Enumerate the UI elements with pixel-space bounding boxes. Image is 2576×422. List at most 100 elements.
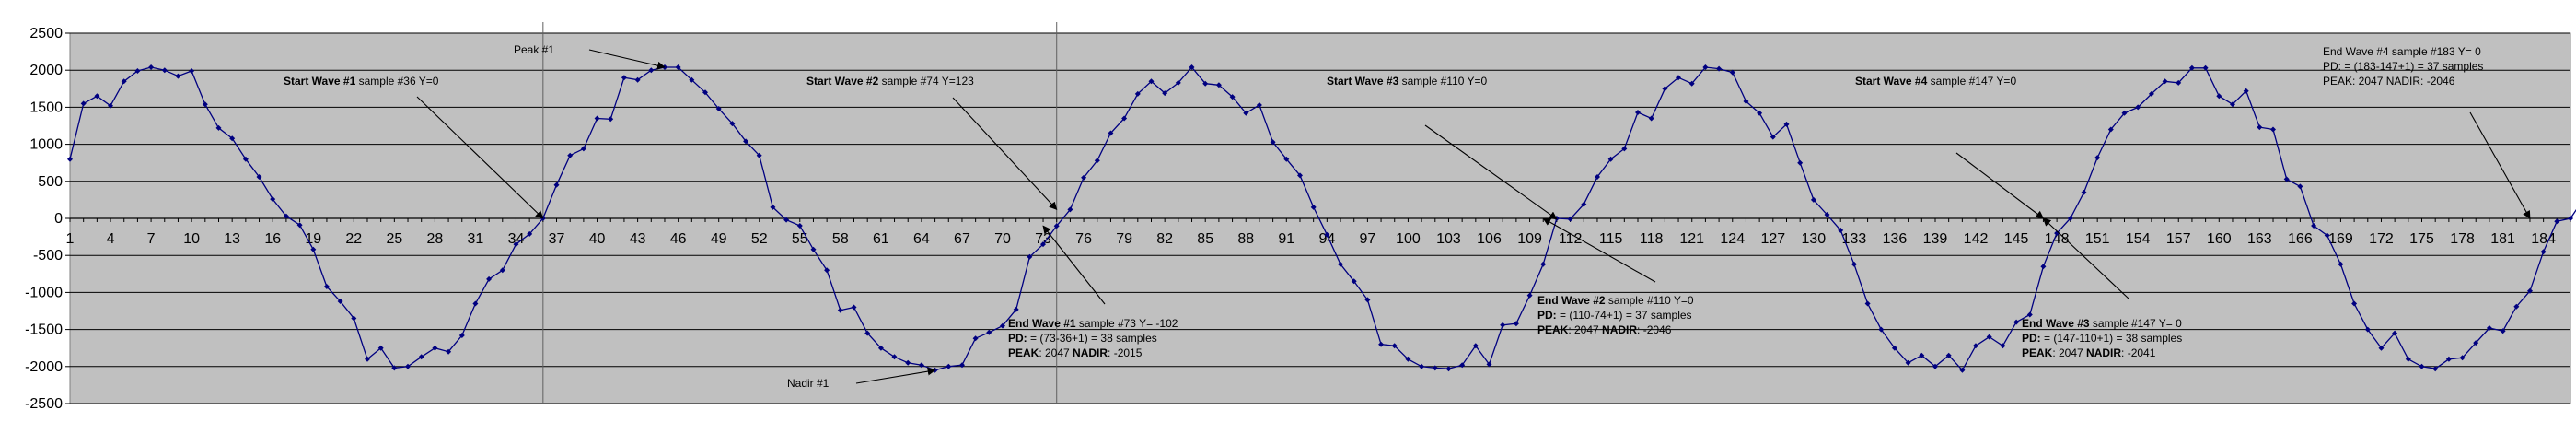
x-tick-label: 160	[2207, 231, 2232, 247]
data-point	[1959, 367, 1966, 373]
annotation-rest: sample #147 Y=0	[1927, 75, 2016, 88]
data-point	[2378, 345, 2385, 351]
annotation-text: PD: = (73-36+1) = 38 samples	[1008, 332, 1157, 345]
data-point	[946, 363, 952, 369]
annotation-bold: PD:	[1537, 309, 1557, 322]
y-tick-label: -1500	[25, 322, 63, 338]
data-point	[2568, 216, 2573, 221]
data-point	[1676, 75, 1681, 81]
data-point	[2188, 64, 2195, 71]
data-point	[2230, 101, 2235, 108]
data-point	[2148, 90, 2154, 97]
data-point	[2351, 300, 2358, 307]
data-point	[1472, 343, 1479, 349]
annotation-text: Start Wave #3 sample #110 Y=0	[1327, 75, 1488, 88]
data-point	[189, 68, 195, 74]
x-tick-label: 181	[2490, 231, 2515, 247]
annotation-bold: NADIR	[2086, 346, 2121, 359]
data-point	[2405, 356, 2411, 362]
data-point	[1891, 345, 1897, 351]
data-point	[391, 365, 398, 371]
data-point	[323, 284, 330, 289]
annotation-bold: PEAK	[2022, 346, 2053, 359]
data-point	[296, 222, 303, 229]
x-tick-label: 16	[264, 231, 281, 247]
data-point	[634, 76, 641, 83]
data-point	[242, 156, 249, 162]
data-point	[1162, 90, 1168, 97]
data-point	[715, 106, 722, 111]
data-point	[1932, 363, 1938, 369]
data-point	[1378, 341, 1385, 347]
data-point	[1810, 196, 1816, 203]
data-point	[215, 124, 222, 131]
annotation-rest: = (73-36+1) = 38 samples	[1027, 332, 1157, 345]
data-point	[1053, 223, 1060, 229]
data-point	[310, 246, 317, 252]
data-point	[2000, 343, 2006, 349]
data-points	[67, 64, 2573, 373]
data-point	[2135, 104, 2141, 111]
annotation-arrow	[1042, 225, 1106, 305]
data-point	[108, 102, 113, 109]
data-point	[2216, 93, 2222, 100]
data-point	[891, 354, 898, 360]
data-point	[2554, 218, 2560, 225]
data-point	[796, 223, 803, 229]
x-tick-label: 151	[2085, 231, 2110, 247]
x-tick-label: 4	[107, 231, 115, 247]
data-point	[2500, 328, 2506, 334]
data-point	[2392, 330, 2398, 336]
data-point	[2283, 176, 2290, 182]
data-point	[918, 362, 924, 369]
annotation-end-wave-4: End Wave #4 sample #183 Y= 0 PD: = (183-1…	[2323, 45, 2531, 219]
data-point	[1500, 322, 1506, 328]
x-tick-label: 139	[1923, 231, 1948, 247]
annotation-bold: PEAK	[1537, 323, 1569, 336]
data-point	[2527, 287, 2533, 294]
data-point	[2067, 216, 2073, 221]
annotation-rest: Nadir #1	[787, 377, 830, 390]
data-point	[80, 100, 87, 107]
data-point	[810, 246, 817, 252]
data-point	[283, 213, 289, 219]
annotation-text: Nadir #1	[787, 377, 830, 390]
data-point	[2040, 264, 2047, 270]
data-point	[824, 267, 830, 274]
data-point	[2364, 326, 2371, 333]
annotation-bold: End Wave #3	[2022, 317, 2090, 330]
annotation-rest: sample #110 Y=0	[1398, 75, 1487, 88]
data-point	[2121, 110, 2128, 116]
x-tick-label: 1	[66, 231, 75, 247]
x-tick-label: 172	[2369, 231, 2394, 247]
data-point	[1905, 359, 1911, 366]
y-tick-label: -2000	[25, 359, 63, 375]
x-tick-label: 70	[994, 231, 1011, 247]
annotation-bold: End Wave #2	[1537, 294, 1606, 307]
data-point	[1338, 261, 1343, 267]
data-point	[877, 345, 884, 351]
data-point	[1391, 343, 1398, 349]
data-point	[1662, 86, 1668, 92]
x-tick-label: 103	[1436, 231, 1461, 247]
x-tick-label: 106	[1477, 231, 1502, 247]
data-point	[1621, 146, 1628, 152]
data-point	[1013, 306, 1019, 312]
annotation-rest: PD: = (183-147+1) = 37 samples	[2323, 60, 2483, 73]
data-point	[405, 363, 411, 369]
data-point	[1986, 334, 1992, 340]
annotation-rest: End Wave #4 sample #183 Y= 0	[2323, 45, 2481, 58]
x-tick-label: 64	[913, 231, 930, 247]
data-point	[1364, 297, 1371, 303]
x-tick-label: 124	[1720, 231, 1745, 247]
y-tick-label: 500	[38, 174, 63, 190]
annotation-arrow	[416, 96, 544, 219]
x-tick-label: 73	[1035, 231, 1051, 247]
x-tick-label: 130	[1802, 231, 1827, 247]
annotation-rest: sample #73 Y= -102	[1076, 317, 1178, 330]
data-point	[1581, 201, 1587, 207]
x-tick-label: 145	[2004, 231, 2029, 247]
data-point	[702, 89, 708, 96]
data-point	[743, 138, 749, 145]
